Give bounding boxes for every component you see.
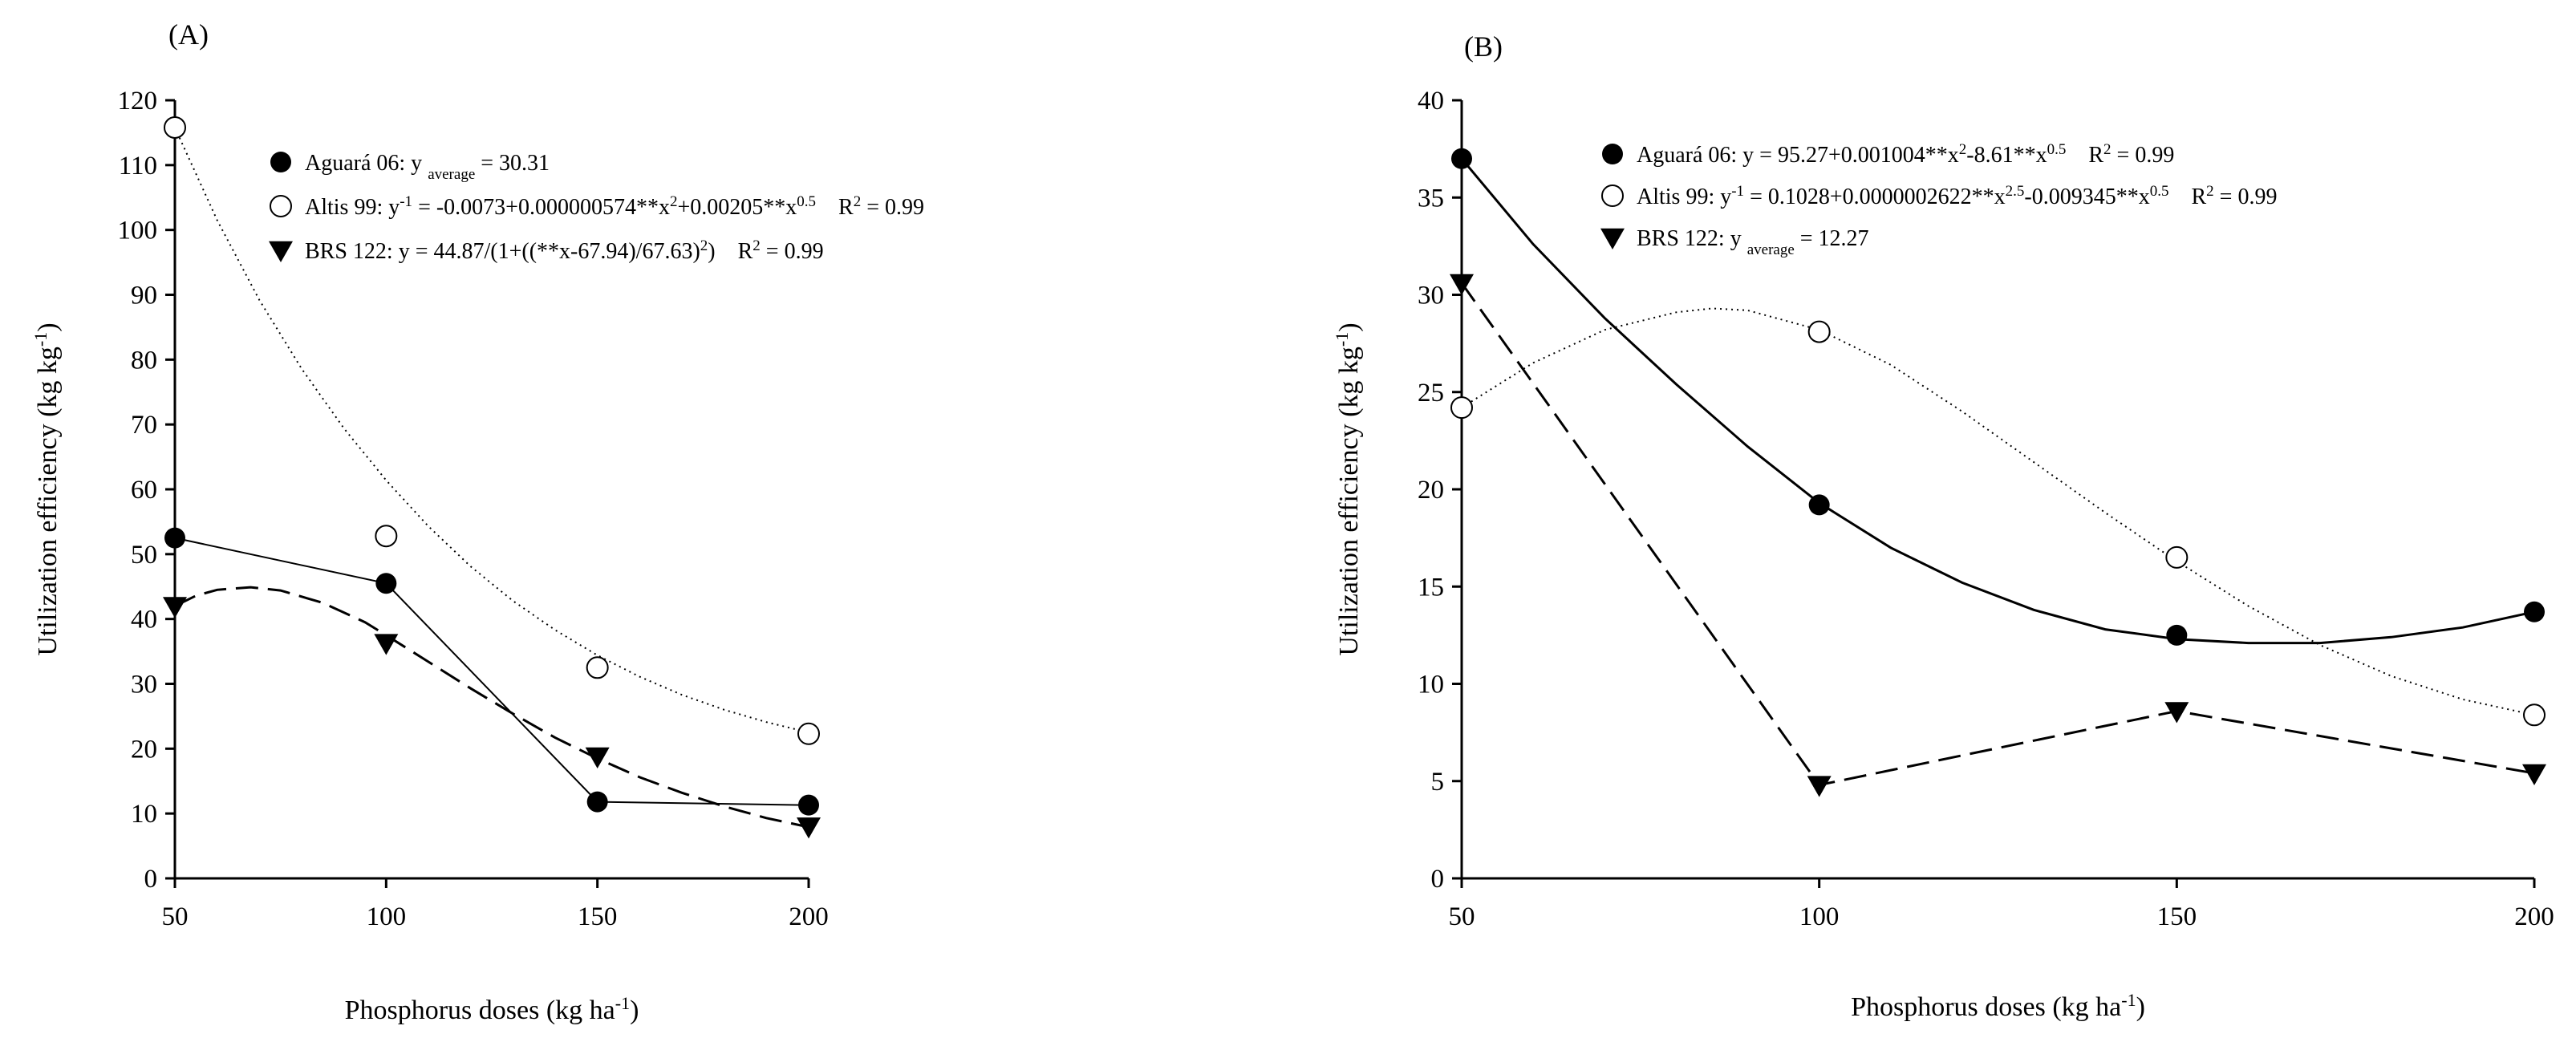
data-point — [1451, 148, 1472, 169]
legend-marker — [1601, 184, 1624, 207]
y-tick-label: 10 — [1418, 671, 1444, 699]
data-point — [164, 116, 186, 139]
series-brs-122 — [1450, 274, 2546, 797]
series-line — [1460, 157, 2535, 645]
legend-marker — [269, 241, 293, 262]
legend-entry: BRS 122: y = 44.87/(1+((**x-67.94)/67.63… — [269, 237, 824, 265]
legend-label: Altis 99: y-1 = -0.0073+0.000000574**x2+… — [305, 193, 924, 221]
series-altis-99 — [164, 116, 820, 745]
panel-b: (B) 0 5 10 15 20 25 30 35 40 50 100 150 200 Phosphorus… — [1332, 30, 2554, 1022]
panel-label: (A) — [168, 18, 209, 51]
y-tick-label: 10 — [131, 800, 157, 829]
series-brs-122 — [163, 586, 821, 839]
data-point — [797, 722, 820, 745]
data-point — [164, 527, 185, 549]
legend-label: BRS 122: y = 44.87/(1+((**x-67.94)/67.63… — [305, 237, 824, 265]
data-point — [585, 747, 610, 769]
series-line — [174, 127, 809, 734]
y-tick-label: 25 — [1418, 379, 1444, 407]
legend-label: BRS 122: y average = 12.27 — [1637, 226, 1869, 258]
legend-entry: BRS 122: y average = 12.27 — [1600, 226, 1869, 258]
y-tick-label: 110 — [119, 152, 157, 180]
data-point — [2522, 764, 2546, 786]
legend-marker — [270, 195, 292, 217]
series-aguar-06 — [164, 527, 819, 816]
legend-marker — [270, 152, 291, 172]
y-tick-label: 120 — [118, 87, 158, 116]
data-point — [586, 656, 609, 679]
series-line — [174, 537, 809, 806]
legend-marker — [1600, 228, 1625, 249]
y-tick-label: 30 — [1418, 282, 1444, 310]
x-tick-label: 50 — [1449, 902, 1475, 931]
data-point — [2164, 702, 2189, 724]
series-line — [174, 586, 809, 829]
x-tick-label: 50 — [162, 902, 189, 931]
series-line — [1460, 282, 2535, 787]
y-tick-label: 20 — [131, 735, 157, 764]
legend-entry: Altis 99: y-1 = -0.0073+0.000000574**x2+… — [270, 193, 924, 221]
x-tick-label: 150 — [578, 902, 618, 931]
y-tick-label: 40 — [1418, 87, 1444, 116]
data-point — [375, 573, 397, 594]
y-tick-label: 0 — [1431, 865, 1445, 894]
data-point — [1807, 320, 1831, 343]
y-tick-label: 40 — [131, 606, 157, 635]
data-point — [2165, 545, 2189, 569]
legend-entry: Aguará 06: y average = 30.31 — [270, 151, 550, 183]
legend-marker — [1602, 144, 1623, 164]
data-point — [163, 597, 187, 618]
x-tick-label: 150 — [2157, 902, 2197, 931]
data-point — [1807, 776, 1832, 797]
y-tick-label: 20 — [1418, 476, 1444, 505]
data-point — [1450, 274, 1474, 295]
data-point — [2166, 624, 2188, 646]
panel-label: (B) — [1464, 30, 1503, 63]
legend-entry: Altis 99: y-1 = 0.1028+0.0000002622**x2.… — [1601, 183, 2277, 210]
y-tick-label: 60 — [131, 476, 157, 505]
y-tick-label: 90 — [131, 282, 157, 310]
data-point — [1808, 494, 1830, 516]
y-tick-label: 30 — [131, 671, 157, 699]
y-tick-label: 35 — [1418, 184, 1444, 213]
y-tick-label: 100 — [118, 217, 158, 245]
data-point — [1450, 396, 1473, 420]
y-tick-label: 70 — [131, 411, 157, 440]
x-tick-label: 100 — [367, 902, 407, 931]
legend-entry: Aguará 06: y = 95.27+0.001004**x2-8.61**… — [1602, 141, 2174, 168]
y-axis-title: Utilization efficiency (kg kg-1) — [30, 322, 63, 655]
legend-label: Altis 99: y-1 = 0.1028+0.0000002622**x2.… — [1637, 183, 2277, 210]
y-tick-label: 0 — [144, 865, 158, 894]
y-tick-label: 80 — [131, 346, 157, 375]
data-point — [2523, 703, 2546, 727]
data-point — [586, 791, 608, 813]
y-tick-label: 5 — [1431, 768, 1445, 797]
x-tick-label: 100 — [1799, 902, 1840, 931]
data-point — [798, 794, 819, 816]
x-tick-label: 200 — [2514, 902, 2554, 931]
data-point — [374, 634, 399, 655]
legend-label: Aguará 06: y average = 30.31 — [305, 151, 550, 183]
x-tick-label: 200 — [789, 902, 829, 931]
data-point — [797, 817, 821, 839]
series-aguar-06 — [1451, 148, 2545, 646]
y-tick-label: 50 — [131, 541, 157, 570]
y-axis-title: Utilization efficiency (kg kg-1) — [1332, 322, 1365, 655]
legend-label: Aguará 06: y = 95.27+0.001004**x2-8.61**… — [1637, 141, 2174, 168]
data-point — [2524, 601, 2545, 622]
y-tick-label: 15 — [1418, 573, 1444, 602]
series-line — [1461, 307, 2535, 716]
panel-a: (A) 0 10 20 30 40 50 60 70 80 90 100 110 120 50 100 150 2… — [30, 18, 925, 1025]
x-axis-title: Phosphorus doses (kg ha-1) — [345, 993, 639, 1026]
data-point — [375, 525, 398, 548]
x-axis-title: Phosphorus doses (kg ha-1) — [1851, 990, 2145, 1023]
series-altis-99 — [1450, 307, 2546, 727]
